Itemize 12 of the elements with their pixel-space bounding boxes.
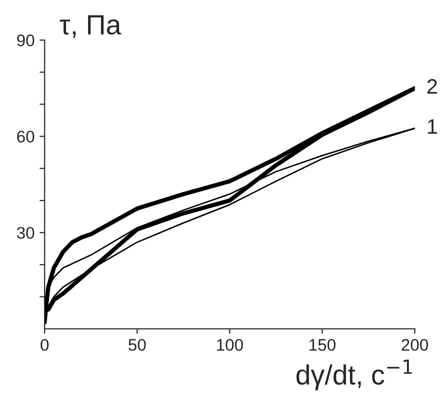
x-axis-title: dγ/dt, с$^{−1}$ xyxy=(296,360,412,390)
y-tick-label: 90 xyxy=(17,34,34,46)
series-label: 1 xyxy=(428,119,437,134)
x-tick-label: 150 xyxy=(310,338,336,351)
x-tick-label: 200 xyxy=(402,338,428,351)
y-tick-label: 60 xyxy=(17,130,34,143)
y-axis-title: τ, Па xyxy=(60,15,122,38)
y-tick-label: 30 xyxy=(16,226,34,239)
series-label: 2 xyxy=(427,79,437,94)
x-tick-label: 50 xyxy=(128,338,146,351)
x-tick-label: 100 xyxy=(217,338,243,351)
x-tick-label: 0 xyxy=(40,338,49,351)
